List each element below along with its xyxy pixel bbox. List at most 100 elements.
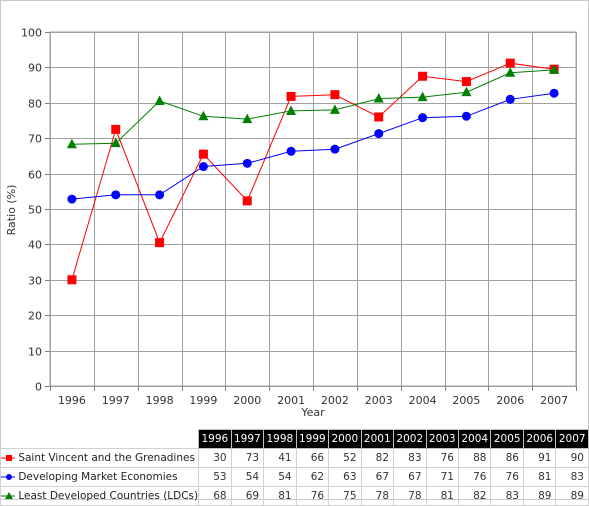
table-cell: 53: [198, 467, 232, 487]
table-cell: 91: [522, 448, 557, 468]
data-point: [198, 149, 208, 159]
table-cell: 75: [328, 486, 362, 506]
x-tick-label: 1996: [58, 394, 86, 407]
data-point: [242, 113, 253, 124]
legend-marker: [1, 492, 15, 499]
data-point: [111, 190, 121, 200]
legend-entry: Saint Vincent and the Grenadines: [0, 448, 200, 468]
data-point: [329, 104, 340, 114]
table-row: Developing Market Economies 53 54 54 62 63 67 6…: [0, 467, 589, 487]
x-tick-label: 2007: [540, 394, 568, 407]
data-point: [418, 113, 428, 123]
table-cell: 83: [555, 467, 589, 487]
table-cell: 41: [263, 448, 297, 468]
y-tick-label: 80: [28, 98, 42, 111]
series-2: [66, 64, 560, 149]
table-cell: 69: [230, 486, 265, 506]
data-point: [110, 137, 121, 148]
table-cell: 89: [522, 486, 557, 506]
gridlines: [49, 31, 577, 387]
table-cell: 63: [328, 467, 362, 487]
legend-marker: [1, 455, 15, 461]
data-point: [154, 95, 165, 106]
data-point: [286, 105, 297, 115]
table-header-year: 2006: [522, 429, 557, 449]
data-point: [418, 71, 428, 81]
table-cell: 83: [393, 448, 427, 468]
data-point: [286, 91, 296, 101]
y-tick-label: 90: [28, 62, 42, 75]
data-point: [286, 146, 296, 156]
series-line: [71, 92, 555, 200]
data-point: [330, 90, 340, 100]
table-cell: 66: [295, 448, 330, 468]
data-table: 1996 1997 1998 1999 2000 2001 2002 2003 2004 2005…: [0, 429, 589, 506]
table-cell: 76: [457, 467, 492, 487]
data-point: [155, 190, 165, 200]
y-tick-label: 0: [35, 381, 42, 394]
table-cell: 30: [198, 448, 232, 468]
legend-label: Saint Vincent and the Grenadines: [15, 452, 195, 464]
y-tick-label: 50: [28, 204, 42, 217]
data-point: [111, 124, 121, 134]
table-cell: 54: [230, 467, 265, 487]
table-cell: 52: [328, 448, 362, 468]
data-point: [198, 162, 208, 172]
table-header-year: 2001: [360, 429, 395, 449]
data-point: [198, 110, 209, 121]
table-header-year: 2000: [328, 429, 362, 449]
data-point: [66, 138, 77, 149]
y-tick-label: 10: [28, 346, 42, 359]
y-axis-label: Ratio (%): [5, 185, 18, 236]
table-cell: 76: [425, 448, 460, 468]
table-cell: 83: [490, 486, 524, 506]
table-header-year: 1996: [198, 429, 232, 449]
x-tick-label: 2002: [321, 394, 349, 407]
table-cell: 81: [522, 467, 557, 487]
table-cell: 88: [457, 448, 492, 468]
data-point: [330, 144, 340, 154]
data-point: [242, 158, 252, 168]
x-tick-label: 1997: [102, 394, 130, 407]
table-cell: 86: [490, 448, 524, 468]
data-point: [461, 111, 471, 121]
table-header-year: 2003: [425, 429, 460, 449]
table-cell: 82: [457, 486, 492, 506]
table-cell: 78: [393, 486, 427, 506]
y-tick-label: 20: [28, 310, 42, 323]
table-row: Least Developed Countries (LDCs) 68 69 81 76…: [0, 486, 589, 506]
data-point: [374, 129, 384, 139]
table-cell: 90: [555, 448, 589, 468]
table-cell: 68: [198, 486, 232, 506]
x-tick-label: 2003: [365, 394, 393, 407]
table-header-year: 2004: [457, 429, 492, 449]
x-tick-label: 2004: [409, 394, 437, 407]
y-tick-label: 40: [28, 239, 42, 252]
series-line: [71, 69, 555, 145]
y-axis: 0 10 20 30 40 50 60 70 80 90 100: [21, 27, 50, 394]
data-point: [549, 88, 559, 98]
x-tick-label: 2006: [496, 394, 524, 407]
data-point: [461, 86, 472, 97]
table-cell: 54: [263, 467, 297, 487]
data-point: [67, 194, 77, 204]
y-tick-label: 60: [28, 169, 42, 182]
data-point: [505, 67, 516, 77]
legend-entry: Least Developed Countries (LDCs): [0, 486, 200, 506]
series-line: [71, 62, 555, 280]
table-cell: 67: [360, 467, 395, 487]
table-cell: 73: [230, 448, 265, 468]
legend-entry: Developing Market Economies: [0, 467, 200, 487]
data-point: [505, 58, 515, 68]
series-1: [67, 88, 559, 204]
data-point: [549, 64, 560, 74]
series-layer: [66, 58, 560, 285]
x-tick-label: 2001: [277, 394, 305, 407]
table-cell: 62: [295, 467, 330, 487]
x-axis-label: Year: [300, 406, 325, 419]
y-tick-label: 30: [28, 275, 42, 288]
table-row: Saint Vincent and the Grenadines 30 73 41 66…: [0, 448, 589, 468]
table-cell: 76: [295, 486, 330, 506]
legend-label: Least Developed Countries (LDCs): [15, 490, 199, 502]
